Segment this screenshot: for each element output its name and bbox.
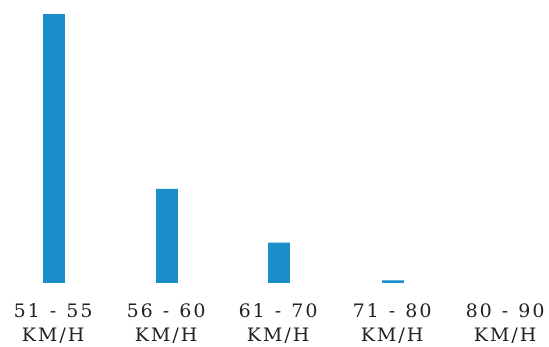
bar-3 xyxy=(268,242,290,283)
x-tick-label-5-line-2: KM/H xyxy=(474,324,539,346)
bar-4 xyxy=(382,280,404,283)
bar-1 xyxy=(43,14,65,283)
x-tick-label-2-line-2: KM/H xyxy=(135,324,200,346)
x-tick-label-1-line-2: KM/H xyxy=(22,324,87,346)
x-tick-label-5-line-1: 80 - 90 xyxy=(466,300,547,322)
x-tick-label-4-line-1: 71 - 80 xyxy=(353,300,434,322)
x-tick-label-3-line-1: 61 - 70 xyxy=(239,300,320,322)
x-tick-label-2-line-1: 56 - 60 xyxy=(127,300,208,322)
bar-2 xyxy=(156,188,178,283)
x-tick-label-4-line-2: KM/H xyxy=(361,324,426,346)
x-tick-label-1-line-1: 51 - 55 xyxy=(14,300,95,322)
x-tick-label-3-line-2: KM/H xyxy=(247,324,312,346)
bars-group xyxy=(43,14,404,283)
